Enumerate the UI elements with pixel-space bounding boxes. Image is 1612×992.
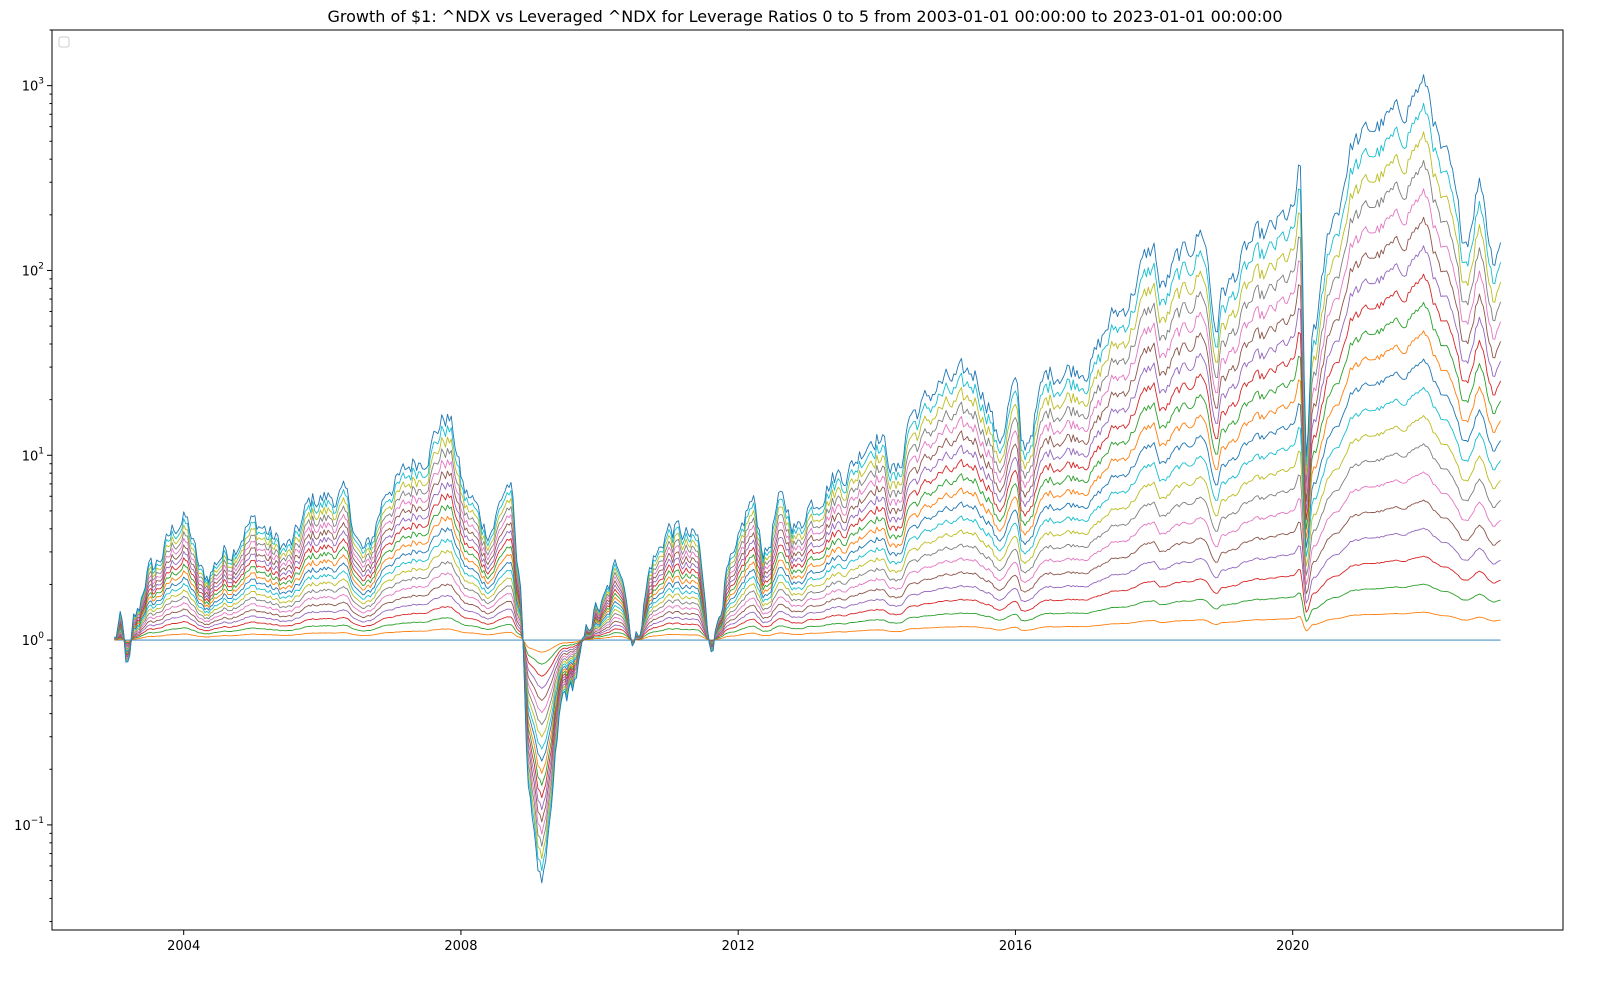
x-axis: 2004 2008 2012 2016 2020 bbox=[167, 930, 1309, 954]
series-layer bbox=[114, 74, 1502, 884]
series-line-leverage-5 bbox=[114, 74, 1502, 884]
series-line-leverage-4.25 bbox=[114, 159, 1502, 847]
y-tick-label: 103 bbox=[22, 77, 44, 95]
legend-box bbox=[58, 36, 70, 48]
series-line-leverage-3.75 bbox=[114, 216, 1502, 823]
series-line-leverage-1.75 bbox=[114, 443, 1501, 726]
x-tick-label: 2016 bbox=[999, 939, 1032, 954]
y-axis: 10−1 100 101 102 103 bbox=[14, 29, 52, 923]
y-tick-label: 101 bbox=[22, 446, 44, 464]
x-tick-label: 2020 bbox=[1276, 939, 1309, 954]
x-tick-label: 2004 bbox=[167, 939, 200, 954]
series-line-leverage-2.75 bbox=[114, 330, 1501, 774]
series-line-leverage-1.25 bbox=[114, 499, 1501, 701]
series-line-leverage-0.75 bbox=[114, 555, 1501, 677]
series-line-leverage-0.25 bbox=[114, 611, 1501, 653]
x-tick-label: 2012 bbox=[722, 939, 755, 954]
y-tick-label: 100 bbox=[22, 631, 45, 649]
series-line-leverage-0.5 bbox=[114, 583, 1501, 665]
series-line-leverage-4 bbox=[114, 188, 1502, 835]
series-line-leverage-1.5 bbox=[114, 471, 1501, 714]
series-line-leverage-2.25 bbox=[114, 386, 1501, 750]
series-line-leverage-3.5 bbox=[114, 245, 1502, 811]
y-tick-label: 10−1 bbox=[14, 816, 44, 834]
series-line-leverage-2 bbox=[114, 415, 1501, 738]
series-line-leverage-3 bbox=[114, 301, 1501, 786]
series-line-leverage-2.5 bbox=[114, 358, 1501, 762]
axes-frame bbox=[51, 29, 1564, 931]
x-tick-label: 2008 bbox=[444, 939, 477, 954]
series-line-leverage-3.25 bbox=[114, 273, 1502, 799]
y-tick-label: 102 bbox=[22, 261, 44, 279]
chart-title: Growth of $1: ^NDX vs Leveraged ^NDX for… bbox=[327, 7, 1282, 26]
series-line-leverage-4.5 bbox=[114, 131, 1502, 859]
series-line-leverage-4.75 bbox=[114, 102, 1502, 872]
series-line-leverage-1 bbox=[114, 527, 1501, 689]
